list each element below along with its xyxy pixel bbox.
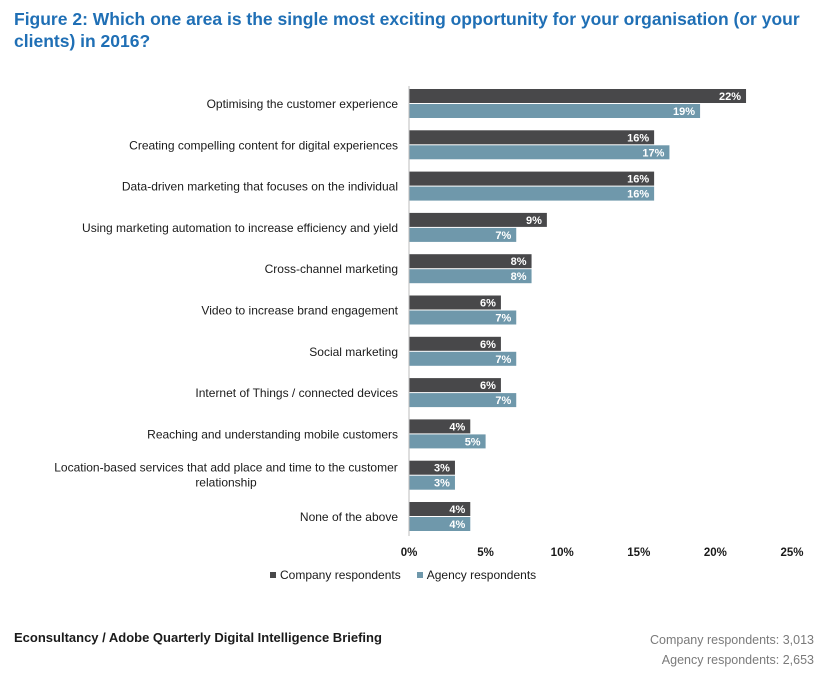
agency-bar xyxy=(409,351,517,366)
company-bar xyxy=(409,130,655,145)
agency-bar xyxy=(409,186,655,201)
x-tick-label: 25% xyxy=(780,547,803,559)
agency-value-label: 3% xyxy=(434,478,450,490)
category-label: Optimising the customer experience xyxy=(207,97,399,111)
company-value-label: 22% xyxy=(719,91,741,103)
company-bar xyxy=(409,295,501,310)
company-bar xyxy=(409,378,501,393)
company-bar xyxy=(409,89,747,103)
company-bar xyxy=(409,254,532,269)
x-tick-label: 5% xyxy=(477,547,494,559)
agency-bar xyxy=(409,145,670,160)
agency-value-label: 16% xyxy=(627,189,649,201)
company-bar xyxy=(409,460,455,475)
respondent-counts: Company respondents: 3,013 Agency respon… xyxy=(650,630,814,670)
chart-title: Figure 2: Which one area is the single m… xyxy=(14,9,800,51)
agency-value-label: 7% xyxy=(495,354,511,366)
agency-bar xyxy=(409,104,701,118)
agency-value-label: 7% xyxy=(495,230,511,242)
agency-value-label: 8% xyxy=(511,271,527,283)
category-label: Using marketing automation to increase e… xyxy=(82,221,398,235)
agency-bar xyxy=(409,393,517,408)
company-bar xyxy=(409,502,471,516)
category-label: Creating compelling content for digital … xyxy=(129,138,398,152)
company-value-label: 8% xyxy=(511,256,527,268)
company-value-label: 16% xyxy=(627,132,649,144)
company-bar xyxy=(409,336,501,351)
agency-bar xyxy=(409,517,471,531)
legend-label-company: Company respondents xyxy=(280,568,401,582)
x-tick-label: 20% xyxy=(704,547,727,559)
category-label: Reaching and understanding mobile custom… xyxy=(147,427,398,441)
agency-bar xyxy=(409,475,455,490)
company-bar xyxy=(409,171,655,186)
legend-swatch-company xyxy=(270,572,276,578)
agency-value-label: 17% xyxy=(642,147,664,159)
company-value-label: 16% xyxy=(627,174,649,186)
agency-value-label: 7% xyxy=(495,395,511,407)
category-label: Location-based services that add place a… xyxy=(54,461,398,490)
agency-value-label: 19% xyxy=(673,106,695,118)
bar-chart: Optimising the customer experience 22% 19%… xyxy=(54,86,804,559)
company-value-label: 3% xyxy=(434,463,450,475)
company-value-label: 9% xyxy=(526,215,542,227)
legend-label-agency: Agency respondents xyxy=(426,568,537,582)
legend-item-company: Company respondents xyxy=(270,568,401,582)
company-value-label: 6% xyxy=(480,339,496,351)
category-label: None of the above xyxy=(300,510,398,524)
company-value-label: 4% xyxy=(449,504,465,516)
agency-bar xyxy=(409,269,532,284)
company-bar xyxy=(409,212,547,227)
category-label: Cross-channel marketing xyxy=(265,262,398,276)
agency-value-label: 4% xyxy=(449,519,465,531)
company-value-label: 4% xyxy=(449,421,465,433)
category-label: Video to increase brand engagement xyxy=(201,304,398,318)
company-bar xyxy=(409,419,471,434)
company-value-label: 6% xyxy=(480,380,496,392)
agency-respondent-count: Agency respondents: 2,653 xyxy=(661,653,814,667)
agency-value-label: 7% xyxy=(495,313,511,325)
company-value-label: 6% xyxy=(480,298,496,310)
legend-item-agency: Agency respondents xyxy=(416,568,537,582)
agency-bar xyxy=(409,227,517,242)
category-label: Social marketing xyxy=(309,345,398,359)
category-label: Internet of Things / connected devices xyxy=(195,386,398,400)
agency-bar xyxy=(409,434,486,449)
legend: Company respondents Agency respondents xyxy=(270,568,536,582)
x-tick-label: 0% xyxy=(401,547,418,559)
agency-bar xyxy=(409,310,517,325)
agency-value-label: 5% xyxy=(465,436,481,448)
source-note: Econsultancy / Adobe Quarterly Digital I… xyxy=(14,630,382,645)
x-tick-label: 10% xyxy=(551,547,574,559)
category-label: Data-driven marketing that focuses on th… xyxy=(122,180,398,194)
company-respondent-count: Company respondents: 3,013 xyxy=(650,633,814,647)
legend-swatch-agency xyxy=(416,572,423,578)
x-tick-label: 15% xyxy=(627,547,650,559)
